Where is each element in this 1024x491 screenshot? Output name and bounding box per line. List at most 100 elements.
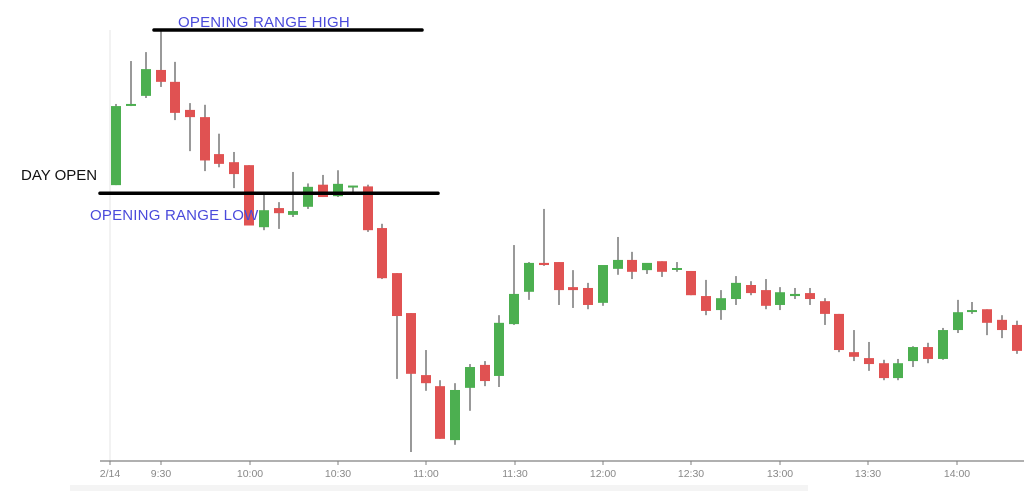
candle-body (244, 165, 254, 226)
day-open-label: DAY OPEN (21, 167, 98, 184)
candle-body (568, 287, 578, 291)
candle-body (318, 184, 328, 198)
x-tick-label: 13:00 (767, 468, 793, 480)
candle-body (820, 301, 830, 314)
candle-body (997, 319, 1007, 331)
candles-group (111, 30, 1022, 453)
x-tick-label: 11:00 (413, 468, 439, 480)
candle (126, 61, 136, 107)
candle-body (421, 375, 431, 384)
candle (259, 192, 269, 231)
candle (820, 298, 830, 325)
footer-scrollbar-track (70, 485, 808, 491)
candle (214, 133, 224, 168)
candle-body (893, 363, 903, 379)
x-tick-label: 2/14 (100, 468, 121, 480)
candle-body (864, 358, 874, 365)
x-axis-ticks: 2/14 9:30 10:00 10:30 11:00 11:30 12:00 12:30 13… (100, 461, 970, 480)
candle-body (156, 69, 166, 82)
candle (450, 383, 460, 445)
candle-body (406, 313, 416, 374)
candle (170, 61, 180, 121)
x-tick-label: 11:30 (502, 468, 528, 480)
x-tick-label: 12:00 (590, 468, 616, 480)
candle (185, 103, 195, 152)
candle (849, 330, 859, 362)
candle (642, 262, 652, 274)
candle (834, 313, 844, 353)
candle (938, 327, 948, 360)
candle (539, 208, 549, 266)
candle-body (303, 186, 313, 207)
x-tick-label: 12:30 (678, 468, 704, 480)
candle-body (333, 183, 343, 197)
x-tick-label: 13:30 (855, 468, 881, 480)
candle-body (657, 261, 667, 272)
candle (672, 262, 682, 272)
candle-body (200, 117, 210, 161)
candle-body (450, 389, 460, 441)
candle (967, 302, 977, 314)
candle-body (716, 298, 726, 311)
x-tick-label: 9:30 (151, 468, 172, 480)
candle-body (805, 293, 815, 300)
candle-body (126, 103, 136, 106)
candle (200, 104, 210, 172)
candle-body (185, 109, 195, 118)
candle-body (908, 347, 918, 362)
candle (790, 287, 800, 300)
x-tick-label: 10:30 (325, 468, 351, 480)
candle (908, 346, 918, 368)
candle-body (982, 309, 992, 323)
candle-body (701, 296, 711, 311)
candle (686, 270, 696, 296)
candle-body (392, 273, 402, 317)
candle (923, 342, 933, 364)
candle-body (288, 211, 298, 215)
candle (568, 270, 578, 308)
candle-body (465, 367, 475, 388)
candle-body (686, 270, 696, 296)
candle-body (834, 313, 844, 351)
x-tick-label: 14:00 (944, 468, 970, 480)
candle (509, 245, 519, 325)
candle (657, 261, 667, 277)
candle (421, 350, 431, 391)
candle-body (494, 322, 504, 376)
candle-body (111, 106, 121, 186)
candle-body (953, 312, 963, 331)
candle (554, 262, 564, 305)
candle (627, 251, 637, 280)
candle (435, 380, 445, 439)
candle-body (746, 285, 756, 294)
candle-body (849, 352, 859, 357)
candle (775, 287, 785, 311)
candle (731, 276, 741, 305)
candle (598, 265, 608, 306)
candle (864, 341, 874, 371)
candle-body (214, 154, 224, 164)
candle-body (938, 330, 948, 359)
candle-body (259, 210, 269, 228)
candle-body (879, 363, 889, 379)
candle-body (761, 290, 771, 306)
candle-body (524, 262, 534, 292)
candle (879, 359, 889, 381)
candle-body (731, 282, 741, 300)
candle (613, 236, 623, 275)
candle-body (170, 81, 180, 113)
candle (701, 279, 711, 316)
candle-body (672, 268, 682, 270)
opening-range-high-label: OPENING RANGE HIGH (178, 14, 350, 31)
candle-body (967, 310, 977, 313)
candle-body (583, 287, 593, 305)
candle (274, 202, 284, 229)
candle (524, 262, 534, 300)
candle-body (435, 386, 445, 439)
candle (982, 309, 992, 336)
candle-body (274, 208, 284, 214)
candle-body (141, 69, 151, 96)
candle-body (363, 186, 373, 231)
candle-body (627, 259, 637, 272)
candle (583, 282, 593, 310)
